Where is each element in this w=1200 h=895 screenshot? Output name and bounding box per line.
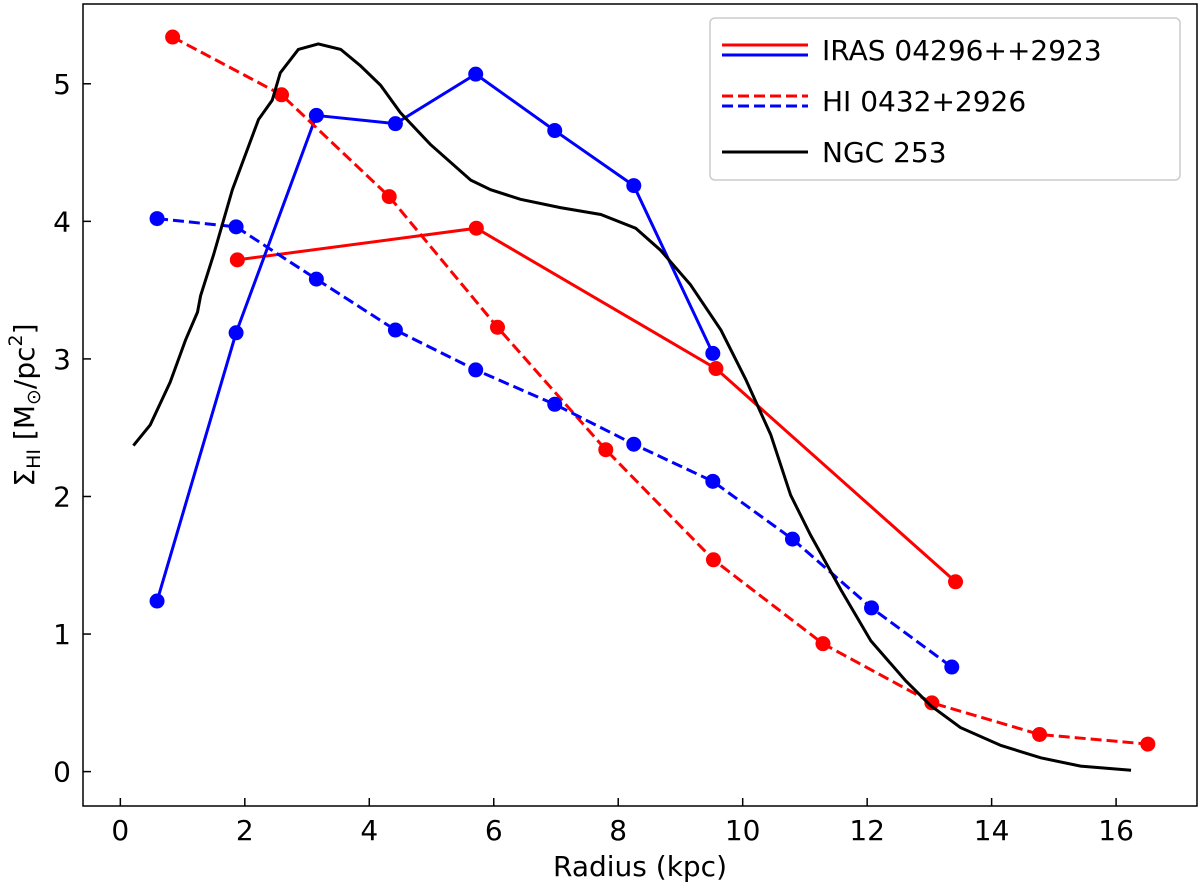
data-point bbox=[489, 319, 505, 335]
data-point bbox=[547, 123, 563, 139]
x-tick-label: 6 bbox=[485, 814, 503, 847]
y-label-part: ] bbox=[8, 323, 41, 334]
data-point bbox=[626, 178, 642, 194]
data-point bbox=[1032, 726, 1048, 742]
data-point bbox=[381, 189, 397, 205]
data-point bbox=[626, 436, 642, 452]
data-point bbox=[387, 116, 403, 132]
data-point bbox=[308, 271, 324, 287]
x-tick-label: 4 bbox=[360, 814, 378, 847]
data-point bbox=[149, 593, 165, 609]
series-line bbox=[171, 35, 1148, 746]
series-line bbox=[155, 72, 715, 602]
data-point bbox=[228, 325, 244, 341]
legend-label: NGC 253 bbox=[822, 136, 947, 169]
data-point bbox=[784, 531, 800, 547]
data-point bbox=[387, 322, 403, 338]
x-tick-label: 0 bbox=[111, 814, 129, 847]
x-tick-label: 10 bbox=[725, 814, 761, 847]
y-tick-label: 5 bbox=[53, 68, 71, 101]
y-tick-label: 1 bbox=[53, 618, 71, 651]
x-tick-label: 16 bbox=[1098, 814, 1134, 847]
data-point bbox=[924, 695, 940, 711]
data-point bbox=[705, 345, 721, 361]
data-point bbox=[705, 552, 721, 568]
data-point bbox=[468, 362, 484, 378]
legend-label: IRAS 04296++2923 bbox=[822, 34, 1102, 67]
data-point bbox=[708, 361, 724, 377]
x-tick-label: 14 bbox=[974, 814, 1010, 847]
x-tick-label: 12 bbox=[849, 814, 885, 847]
data-point bbox=[815, 636, 831, 652]
data-point bbox=[468, 220, 484, 236]
y-tick-label: 0 bbox=[53, 756, 71, 789]
y-label-part: Σ bbox=[8, 469, 41, 487]
x-tick-label: 2 bbox=[236, 814, 254, 847]
y-tick-label: 3 bbox=[53, 343, 71, 376]
data-point bbox=[705, 473, 721, 489]
data-point bbox=[547, 396, 563, 412]
y-tick-label: 2 bbox=[53, 480, 71, 513]
data-point bbox=[948, 574, 964, 590]
data-point bbox=[598, 442, 614, 458]
data-point bbox=[944, 659, 960, 675]
series-line bbox=[237, 226, 957, 583]
y-label-part: [M bbox=[8, 405, 41, 449]
data-point bbox=[864, 600, 880, 616]
data-point bbox=[228, 219, 244, 235]
x-axis-label: Radius (kpc) bbox=[553, 850, 727, 883]
data-point bbox=[274, 87, 290, 103]
y-label-part: /pc bbox=[8, 346, 41, 389]
y-tick-label: 4 bbox=[53, 205, 71, 238]
legend-box bbox=[709, 17, 1181, 181]
x-tick-label: 8 bbox=[609, 814, 627, 847]
series-line bbox=[132, 42, 1132, 772]
y-label-part: HI bbox=[23, 449, 45, 469]
data-point bbox=[308, 107, 324, 123]
y-axis-label: ΣHI [M⊙/pc2] bbox=[5, 323, 45, 486]
data-point bbox=[229, 252, 245, 268]
data-point bbox=[1140, 736, 1156, 752]
plot-frame bbox=[82, 3, 1198, 807]
series-line bbox=[156, 217, 953, 669]
data-point bbox=[149, 211, 165, 227]
legend-label: HI 0432+2926 bbox=[822, 85, 1026, 118]
y-label-part: 2 bbox=[5, 334, 27, 346]
y-label-part: ⊙ bbox=[23, 389, 45, 405]
data-point bbox=[165, 29, 181, 45]
data-point bbox=[468, 66, 484, 82]
